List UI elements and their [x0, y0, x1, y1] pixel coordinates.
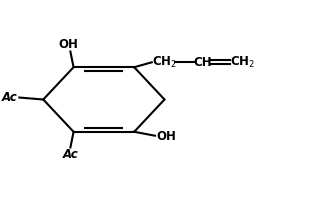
Text: CH$_2$: CH$_2$ [229, 55, 255, 70]
Text: Ac: Ac [2, 91, 18, 104]
Text: OH: OH [156, 130, 177, 143]
Text: OH: OH [59, 38, 79, 51]
Text: Ac: Ac [63, 148, 78, 161]
Text: CH$_2$: CH$_2$ [152, 55, 177, 70]
Text: CH: CH [194, 56, 212, 69]
